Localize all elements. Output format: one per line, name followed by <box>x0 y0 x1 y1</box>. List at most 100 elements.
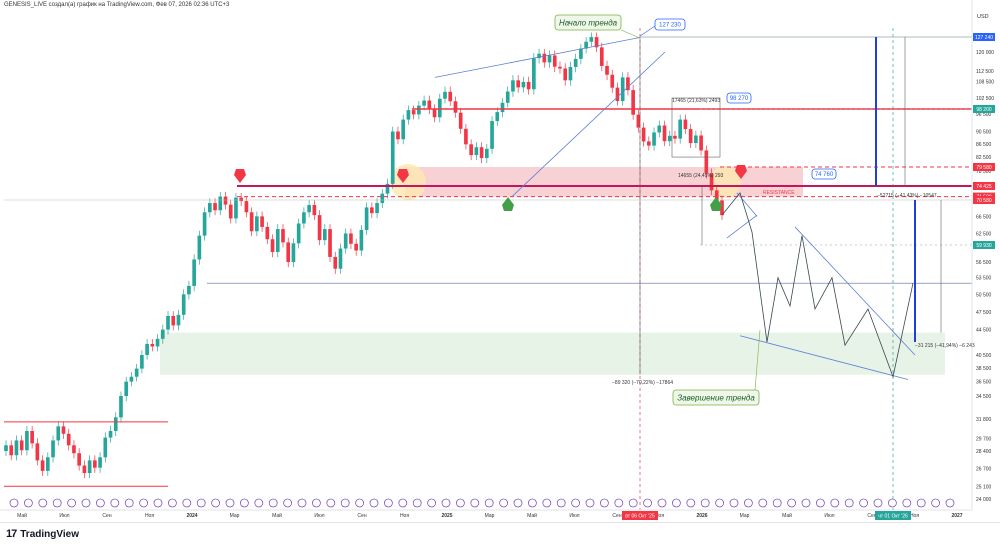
candle-body <box>187 285 191 295</box>
event-marker-icon <box>369 498 379 508</box>
start-leader <box>620 29 641 39</box>
y-tick-label: 66 500 <box>976 214 992 220</box>
y-tick-label: 47 500 <box>976 310 992 316</box>
candle-body <box>291 243 296 262</box>
candle-body <box>25 430 29 451</box>
y-tick-label: 62 500 <box>976 231 992 237</box>
candle-body <box>260 216 264 227</box>
y-tick-label: 86 500 <box>976 142 992 148</box>
event-marker-icon <box>67 498 76 508</box>
arrow-up-icon <box>710 197 722 211</box>
candle-body <box>652 132 656 146</box>
y-tick-label: 102 500 <box>976 96 994 102</box>
event-marker-icon <box>931 498 940 508</box>
event-marker-icon <box>945 498 955 508</box>
candle-body <box>683 119 688 130</box>
x-tick-label: Мар <box>740 513 750 519</box>
peak-leader <box>639 25 656 37</box>
candle-body <box>14 440 19 456</box>
y-tick-label: 96 500 <box>976 112 992 118</box>
brand-name: TradingView <box>20 528 79 540</box>
event-marker-icon <box>528 498 537 508</box>
event-marker-icon <box>268 498 278 508</box>
price-label: 127 240 <box>975 35 993 41</box>
candle-body <box>134 368 139 377</box>
event-marker-icon <box>340 498 350 508</box>
x-tick-label: Сен <box>867 513 876 519</box>
candle-body <box>662 125 667 142</box>
candle-body <box>265 226 270 240</box>
candle-body <box>119 396 123 418</box>
event-marker-icon <box>211 498 221 508</box>
event-marker-icon <box>657 498 667 508</box>
x-tick-label: Июл <box>314 513 324 519</box>
event-marker-icon <box>427 498 437 508</box>
measure-label: 17465 (21,63%) 2493 <box>672 98 720 104</box>
event-marker-icon <box>787 498 796 508</box>
level-74-label-box <box>811 168 837 180</box>
event-marker-icon <box>96 498 105 508</box>
drawings: Начало тренда Завершение тренда 127 230 98 … <box>4 14 975 487</box>
price-label-box <box>973 105 995 113</box>
x-tick-label: Сен <box>357 513 366 519</box>
candle-body <box>490 121 494 149</box>
candle-body <box>448 91 453 102</box>
event-marker-icon <box>830 498 840 508</box>
arrow-down-icon <box>397 169 409 183</box>
event-marker-icon <box>153 498 163 508</box>
candle-body <box>532 58 536 90</box>
candle-body <box>30 430 34 444</box>
candle-body <box>9 445 14 456</box>
candle-body <box>124 381 129 396</box>
price-label: 70 580 <box>976 198 992 204</box>
flag-line <box>736 192 758 217</box>
x-tick-label: Мар <box>230 513 240 519</box>
candle-body <box>558 66 562 69</box>
candle-body <box>458 112 463 129</box>
candle-body <box>521 81 526 88</box>
candle-body <box>328 229 332 257</box>
event-marker-icon <box>139 498 149 508</box>
event-marker-icon <box>441 498 451 508</box>
candle-body <box>223 196 228 205</box>
candle-body <box>610 74 615 88</box>
candle-body <box>322 229 327 241</box>
y-tick-label: 38 500 <box>976 366 992 372</box>
candle-body <box>312 205 317 216</box>
x-tick-label: Июл <box>59 513 69 519</box>
candle-body <box>385 183 390 194</box>
candle-body <box>417 105 421 115</box>
event-marker-icon <box>110 498 120 508</box>
trend-line-lower <box>511 51 666 197</box>
candle-body <box>573 58 578 67</box>
event-marker-icon <box>873 498 883 508</box>
candle-body <box>709 173 714 191</box>
event-marker-icon <box>412 498 422 508</box>
candle-body <box>302 212 306 224</box>
candle-body <box>704 150 709 174</box>
candle-body <box>422 100 426 106</box>
wedge-line-lower <box>739 335 909 380</box>
event-marker-icon <box>801 498 811 508</box>
measure-label: 14655 (24,45%) 293 <box>678 173 724 179</box>
candle-body <box>542 53 547 63</box>
candle-body <box>4 445 8 452</box>
candle-body <box>437 98 442 118</box>
candles <box>4 32 724 479</box>
event-marker-icon <box>614 498 624 508</box>
candle-body <box>453 101 458 113</box>
candle-body <box>145 343 149 355</box>
candle-body <box>140 355 144 369</box>
price-label-box <box>973 182 995 190</box>
event-marker-icon <box>311 498 321 508</box>
event-marker-icon <box>167 498 177 508</box>
candle-body <box>469 144 473 156</box>
event-marker-icon <box>52 498 62 508</box>
currency-label: USD <box>977 14 989 20</box>
event-marker-icon <box>124 498 134 508</box>
candle-body <box>568 66 573 81</box>
date-label: чт 01 Окт '26 <box>878 514 908 520</box>
y-tick-label: 34 500 <box>976 394 992 400</box>
candle-body <box>171 316 176 326</box>
